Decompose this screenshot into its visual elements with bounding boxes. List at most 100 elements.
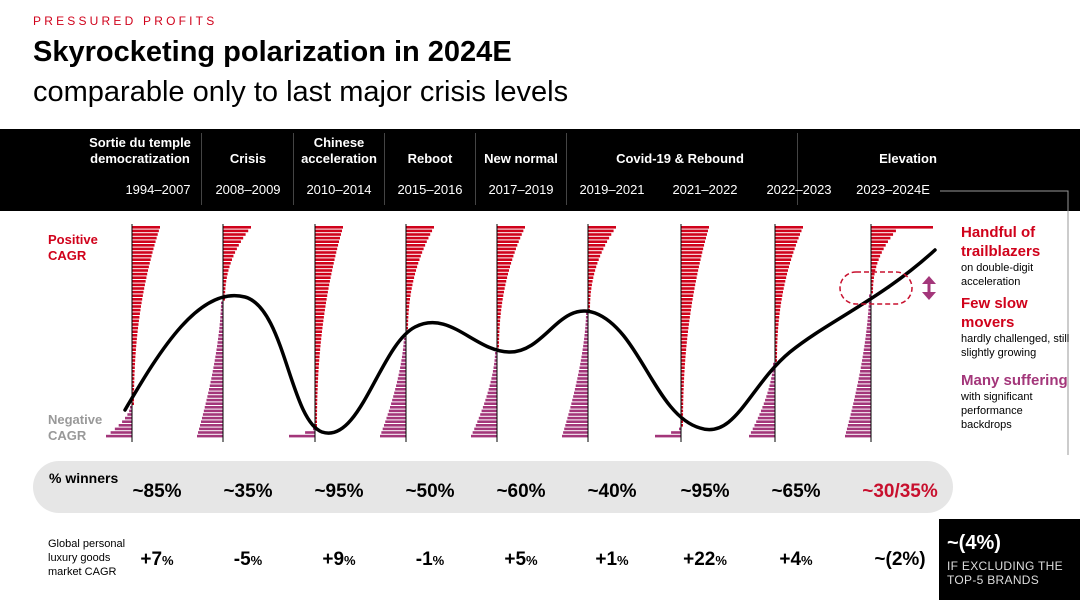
- positive-bar: [315, 258, 335, 261]
- negative-bar: [129, 409, 132, 413]
- negative-bar: [849, 416, 871, 420]
- positive-bar: [406, 323, 409, 326]
- positive-bar: [315, 330, 323, 333]
- positive-bar: [775, 319, 779, 323]
- positive-bar: [871, 280, 874, 283]
- trend-curve: [123, 248, 937, 435]
- positive-bar: [406, 276, 415, 279]
- negative-bar: [382, 427, 406, 431]
- market-cagr-value: ~(2%): [845, 549, 955, 571]
- winners-value: ~40%: [587, 481, 637, 502]
- positive-bar: [871, 272, 875, 276]
- negative-bar: [565, 424, 588, 427]
- positive-bar: [681, 240, 706, 243]
- cagr-number: ~(2%): [874, 549, 926, 570]
- positive-bar: [871, 290, 873, 294]
- cagr-unit: %: [715, 553, 727, 568]
- negative-bar: [865, 337, 871, 341]
- positive-bar: [681, 420, 684, 423]
- negative-bar: [767, 391, 775, 395]
- cagr-unit: %: [432, 553, 445, 568]
- positive-bar: [132, 308, 141, 312]
- negative-bar: [583, 344, 588, 348]
- positive-bar: [315, 424, 317, 427]
- phase-label: Chinese acceleration: [301, 135, 377, 166]
- positive-bar: [223, 272, 228, 276]
- positive-bar: [775, 352, 778, 355]
- negative-bar: [861, 362, 871, 366]
- positive-bar: [681, 312, 691, 315]
- positive-bar: [132, 290, 144, 294]
- cagr-number: -1: [415, 549, 433, 570]
- positive-bar: [315, 287, 329, 290]
- positive-bar: [223, 229, 249, 233]
- positive-bar: [588, 247, 604, 251]
- negative-bar: [216, 348, 223, 351]
- positive-bar: [681, 395, 684, 398]
- positive-bar: [681, 348, 687, 351]
- positive-bar: [132, 269, 149, 272]
- positive-bar: [406, 312, 409, 315]
- positive-bar: [132, 373, 135, 377]
- positive-bar: [871, 244, 886, 247]
- positive-bar: [223, 236, 244, 240]
- positive-bar: [681, 391, 684, 395]
- negative-bar: [563, 431, 588, 434]
- negative-bar: [480, 413, 497, 416]
- positive-bar: [497, 262, 512, 265]
- positive-bar: [871, 265, 877, 269]
- positive-bar: [588, 298, 591, 301]
- positive-bar: [406, 258, 420, 261]
- negative-bar: [215, 355, 223, 359]
- positive-bar: [132, 352, 136, 355]
- negative-bar: [862, 359, 871, 362]
- positive-bar: [315, 348, 321, 351]
- negative-bar: [206, 398, 223, 402]
- positive-bar: [681, 323, 689, 326]
- negative-bar: [201, 416, 223, 420]
- cagr-number: +1: [595, 549, 618, 570]
- positive-bar: [588, 276, 594, 279]
- negative-bar: [394, 391, 406, 395]
- negative-bar: [491, 377, 497, 380]
- market-cagr-value: +1%: [567, 549, 657, 571]
- positive-bar: [223, 247, 237, 251]
- positive-bar: [315, 395, 318, 398]
- negative-bar: [852, 406, 871, 409]
- negative-bar: [478, 416, 497, 420]
- negative-bar: [218, 334, 223, 337]
- positive-bar: [681, 247, 704, 251]
- positive-bar: [681, 244, 705, 247]
- positive-bar: [681, 236, 706, 240]
- negative-bar: [864, 341, 871, 344]
- winners-label: % winners: [49, 470, 119, 486]
- positive-bar: [406, 240, 427, 243]
- positive-bar: [775, 244, 796, 247]
- negative-bar: [570, 406, 588, 409]
- negative-bar: [585, 316, 588, 319]
- positive-bar: [132, 362, 135, 366]
- positive-bar: [681, 301, 693, 305]
- positive-bar: [775, 240, 798, 243]
- negative-bar: [494, 359, 497, 362]
- negative-bar: [584, 337, 588, 341]
- negative-bar: [221, 301, 223, 305]
- negative-bar: [396, 380, 406, 384]
- separator: [201, 133, 202, 205]
- negative-bar: [122, 420, 132, 423]
- positive-bar: [871, 258, 879, 261]
- positive-bar: [775, 269, 788, 272]
- negative-bar: [487, 391, 497, 395]
- positive-bar: [588, 262, 598, 265]
- positive-bar: [406, 272, 416, 276]
- positive-bar: [406, 262, 419, 265]
- positive-bar: [775, 298, 782, 301]
- positive-bar: [315, 226, 343, 229]
- positive-bar: [132, 226, 160, 229]
- separator: [566, 133, 567, 205]
- positive-bar: [681, 287, 695, 290]
- positive-bar: [223, 298, 225, 301]
- positive-bar: [775, 316, 780, 319]
- positive-bar: [681, 305, 692, 308]
- negative-bar: [569, 409, 588, 413]
